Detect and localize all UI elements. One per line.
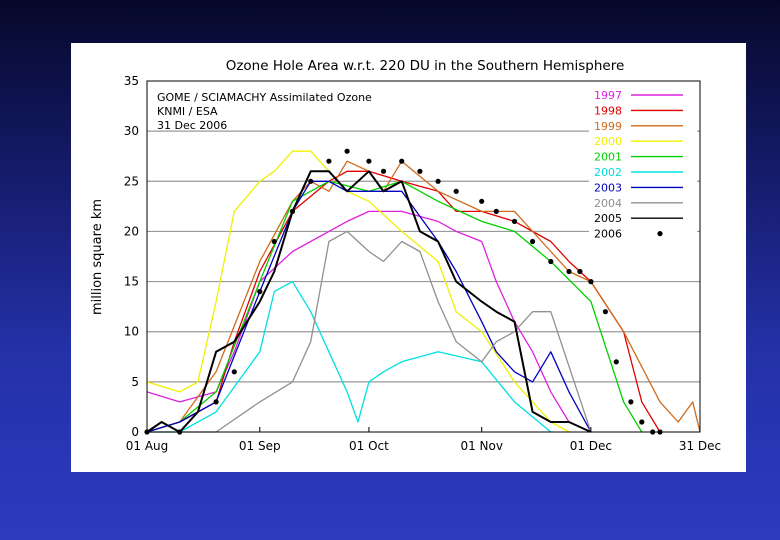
legend: 1997 1998 1999 2000 2001 2002 2003 2004 2005 2006	[589, 84, 697, 241]
legend-label: 2001	[594, 151, 622, 164]
data-point	[511, 218, 518, 224]
ozone-chart: Ozone Hole Area w.r.t. 220 DU in the Sou…	[90, 58, 721, 453]
data-point	[588, 279, 594, 285]
data-point	[577, 268, 583, 275]
y-tick-label: 5	[131, 375, 139, 389]
data-point	[493, 208, 499, 214]
plot-frame	[146, 80, 701, 433]
series-2006-points	[144, 148, 663, 435]
series-1997-line	[146, 210, 592, 433]
data-point	[417, 168, 423, 174]
chart-figure: Ozone Hole Area w.r.t. 220 DU in the Sou…	[71, 43, 746, 472]
y-tick-label: 0	[131, 425, 139, 439]
legend-label: 2002	[594, 166, 622, 179]
data-point	[479, 198, 485, 204]
data-point	[366, 158, 372, 164]
data-point	[530, 238, 536, 245]
data-point	[344, 148, 350, 154]
series-1999-line	[146, 160, 701, 433]
data-point	[213, 399, 219, 405]
y-tick-label: 25	[124, 174, 139, 188]
annotation-date: 31 Dec 2006	[157, 119, 227, 132]
legend-label: 2003	[594, 181, 622, 194]
legend-label: 2000	[594, 135, 622, 148]
legend-label: 1999	[594, 120, 622, 133]
legend-label: 1997	[594, 89, 622, 102]
x-tick-labels: 01 Aug 01 Sep 01 Oct 01 Nov 01 Dec 31 Dec	[126, 427, 721, 453]
data-point	[271, 238, 277, 245]
annotation-source: GOME / SCIAMACHY Assimilated Ozone	[157, 91, 372, 104]
annotation-institutes: KNMI / ESA	[157, 105, 218, 118]
x-tick-label: 01 Aug	[126, 439, 169, 453]
legend-label: 2004	[594, 197, 622, 210]
legend-label: 2006	[594, 228, 622, 241]
data-point	[380, 168, 387, 174]
series-2000-line	[146, 150, 570, 433]
data-layer	[144, 148, 701, 435]
series-2004-line	[147, 230, 592, 433]
series-2002-line	[147, 280, 552, 433]
legend-background	[589, 84, 697, 234]
series-2001-line	[146, 180, 643, 433]
grid-lines	[147, 130, 700, 383]
y-tick-label: 10	[124, 325, 139, 339]
data-point	[548, 258, 554, 265]
y-tick-label: 30	[124, 124, 139, 138]
data-point	[453, 188, 459, 194]
y-tick-label: 20	[124, 224, 139, 238]
data-point	[399, 158, 405, 164]
data-point	[435, 178, 441, 184]
data-point	[257, 289, 263, 295]
legend-label: 2005	[594, 212, 622, 225]
x-tick-label: 31 Dec	[679, 439, 721, 453]
data-point	[639, 419, 645, 425]
data-point	[231, 369, 237, 375]
data-point	[628, 399, 634, 405]
y-axis-label: million square km	[90, 199, 105, 315]
data-point	[308, 178, 314, 184]
x-tick-label: 01 Dec	[570, 439, 612, 453]
y-tick-label: 35	[124, 74, 139, 88]
y-tick-label: 15	[124, 275, 139, 289]
x-tick-label: 01 Sep	[239, 439, 281, 453]
chart-title: Ozone Hole Area w.r.t. 220 DU in the Sou…	[226, 58, 625, 74]
y-tick-labels: 0 5 10 15 20 25 30 35	[124, 74, 139, 439]
legend-marker	[657, 231, 663, 237]
data-point	[566, 268, 572, 275]
legend-label: 1998	[594, 104, 622, 117]
data-point	[326, 158, 332, 164]
data-point	[613, 359, 619, 365]
x-tick-label: 01 Oct	[349, 439, 389, 453]
series-1998-line	[146, 170, 661, 433]
data-point	[602, 309, 609, 315]
data-point	[289, 208, 296, 214]
series-2005-line	[146, 170, 592, 433]
x-tick-label: 01 Nov	[460, 439, 503, 453]
